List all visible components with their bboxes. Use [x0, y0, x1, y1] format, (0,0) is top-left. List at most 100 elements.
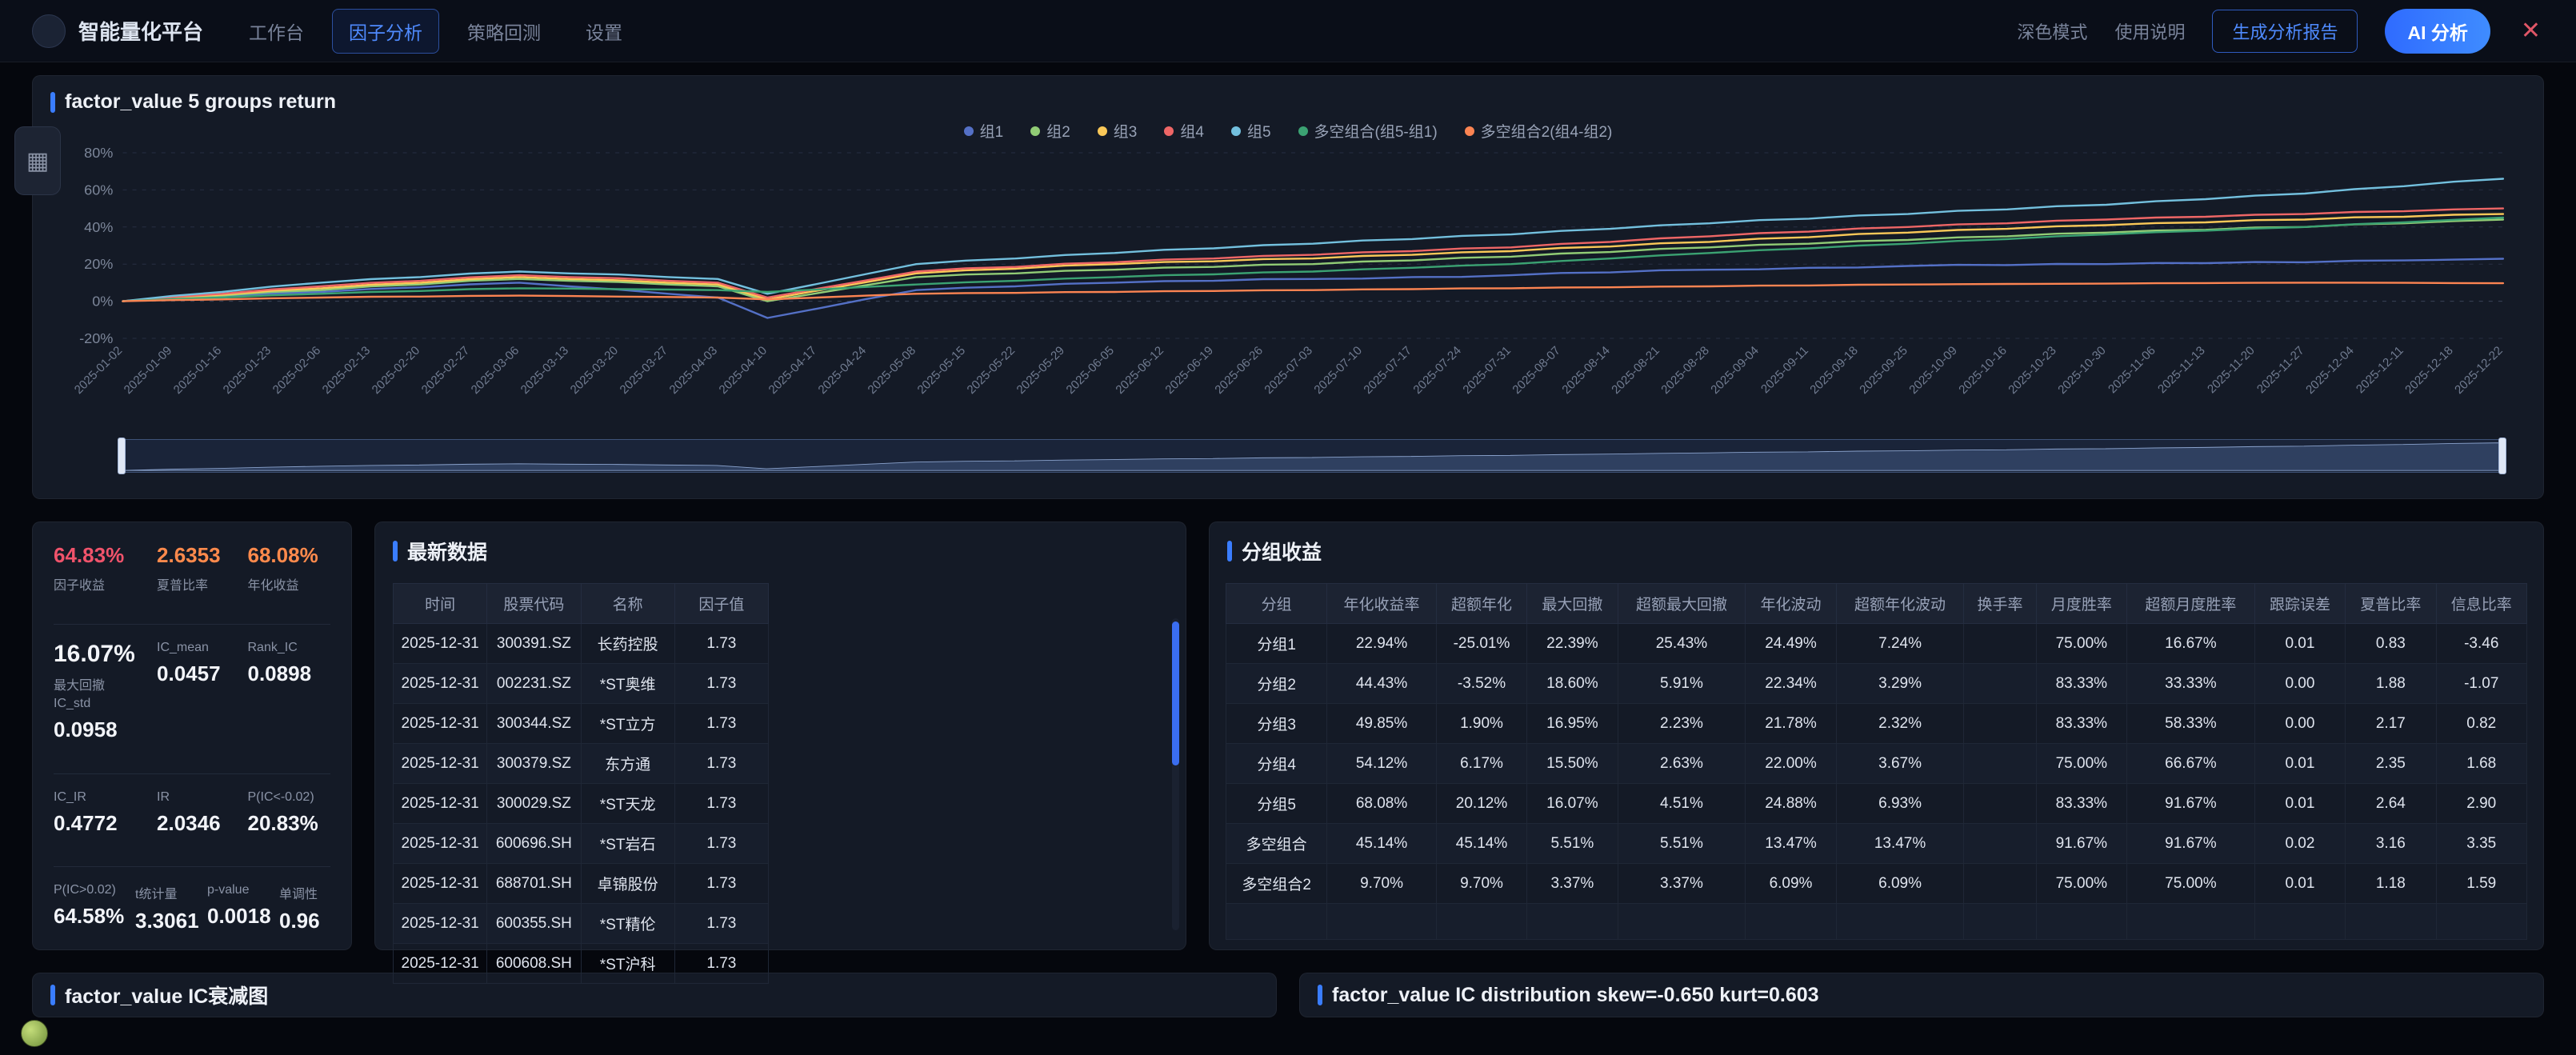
nav-item[interactable]: 因子分析: [332, 8, 440, 54]
svg-text:2025-01-09: 2025-01-09: [122, 344, 175, 397]
table-row[interactable]: 多空组合 45.14% 45.14% 5.51% 5.51% 13.47% 13.47% 91…: [1225, 823, 2528, 864]
nav-item[interactable]: 工作台: [249, 22, 305, 43]
table-row[interactable]: 2025-12-31 600608.SH *ST沪科 1.73: [392, 943, 770, 984]
table-cell: 16.95%: [1526, 703, 1618, 744]
ic-decay-card[interactable]: factor_value IC衰减图: [32, 973, 1277, 1017]
table-row[interactable]: 分组3 49.85% 1.90% 16.95% 2.23% 21.78% 2.32% 83.3…: [1225, 703, 2528, 744]
table-row[interactable]: 2025-12-31 600696.SH *ST岩石 1.73: [392, 823, 770, 864]
table-cell: 4.51%: [1617, 783, 1746, 824]
table-cell: 3.35: [2435, 823, 2528, 864]
column-header: 最大回撤: [1526, 583, 1618, 624]
app-logo: [32, 14, 66, 48]
table-cell: 3.29%: [1835, 663, 1965, 704]
ic-distribution-card[interactable]: factor_value IC distribution skew=-0.650…: [1299, 973, 2544, 1017]
main-content: factor_value 5 groups return 组1 组2 组3 组4 组5 多…: [0, 62, 2576, 1017]
nav-link[interactable]: 使用说明: [2114, 22, 2186, 42]
table-row[interactable]: 2025-12-31 688701.SH 卓锦股份 1.73: [392, 863, 770, 904]
datazoom-right-handle[interactable]: [2498, 438, 2506, 474]
table-cell: 5.91%: [1617, 663, 1746, 704]
metric-value: 20.83%: [247, 810, 318, 835]
table-cell: 0.00: [2254, 703, 2346, 744]
table-cell: 7.24%: [1835, 623, 1965, 664]
table-cell: *ST立方: [580, 703, 675, 744]
table-row[interactable]: 2025-12-31 300391.SZ 长药控股 1.73: [392, 623, 770, 664]
table-row[interactable]: 分组4 54.12% 6.17% 15.50% 2.63% 22.00% 3.67% 75.0…: [1225, 743, 2528, 784]
metric-label: Rank_IC: [247, 641, 298, 655]
table-cell: 25.43%: [1617, 623, 1746, 664]
sidebar-toggle-button[interactable]: ▦: [14, 126, 61, 195]
card-accent-bar: [50, 91, 55, 113]
table-row[interactable]: 2025-12-31 300344.SZ *ST立方 1.73: [392, 703, 770, 744]
table-cell: 24.88%: [1745, 783, 1837, 824]
table-cell: 1.73: [674, 863, 770, 904]
datazoom-left-handle[interactable]: [118, 438, 126, 474]
nav-item[interactable]: 设置: [586, 22, 623, 43]
table-cell: 分组3: [1225, 703, 1328, 744]
metric-label: P(IC<-0.02): [247, 789, 314, 804]
table-cell: 0.01: [2254, 623, 2346, 664]
table-cell: 6.17%: [1435, 743, 1528, 784]
legend-item[interactable]: 组1: [963, 120, 1003, 142]
svg-text:2025-09-11: 2025-09-11: [1758, 344, 1811, 396]
chart-datazoom-slider[interactable]: [118, 438, 2506, 474]
metric-value: 0.96: [279, 908, 320, 933]
table-row[interactable]: 分组1 22.94% -25.01% 22.39% 25.43% 24.49% 7.24% 7…: [1225, 623, 2528, 664]
svg-text:2025-06-26: 2025-06-26: [1212, 344, 1266, 397]
table-cell: 2025-12-31: [392, 863, 488, 904]
legend-item[interactable]: 组3: [1097, 120, 1137, 142]
generate-report-button[interactable]: 生成分析报告: [2212, 9, 2358, 53]
ic-decay-title: factor_value IC衰减图: [65, 985, 269, 1008]
svg-text:2025-02-06: 2025-02-06: [270, 344, 324, 397]
table-row[interactable]: 分组2 44.43% -3.52% 18.60% 5.91% 22.34% 3.29% 83.…: [1225, 663, 2528, 704]
svg-text:2025-11-20: 2025-11-20: [2205, 344, 2258, 396]
table-row[interactable]: 2025-12-31 300029.SZ *ST天龙 1.73: [392, 783, 770, 824]
table-cell: *ST岩石: [580, 823, 675, 864]
svg-text:2025-09-25: 2025-09-25: [1857, 344, 1910, 397]
table-cell: 2.35: [2345, 743, 2437, 784]
legend-item[interactable]: 多空组合(组5-组1): [1298, 120, 1438, 142]
ic-distribution-title: factor_value IC distribution skew=-0.650…: [1332, 983, 1819, 1006]
table-cell: 300029.SZ: [486, 783, 582, 824]
table-cell: 1.18: [2345, 863, 2437, 904]
table-row[interactable]: 2025-12-31 002231.SZ *ST奥维 1.73: [392, 663, 770, 704]
nav-item[interactable]: 策略回测: [467, 22, 542, 43]
legend-item[interactable]: 多空组合2(组4-组2): [1464, 120, 1612, 142]
legend-item[interactable]: 组2: [1030, 120, 1070, 142]
metric-stat: 64.83% 因子收益: [54, 543, 149, 593]
table-cell: 1.73: [674, 903, 770, 944]
table-cell: 002231.SZ: [486, 663, 582, 704]
table-row[interactable]: 2025-12-31 300379.SZ 东方通 1.73: [392, 743, 770, 784]
table-cell: *ST沪科: [580, 943, 675, 984]
svg-text:2025-03-27: 2025-03-27: [618, 344, 671, 397]
table-row[interactable]: 多空组合2 9.70% 9.70% 3.37% 3.37% 6.09% 6.09% 75.00…: [1225, 863, 2528, 904]
legend-dot-icon: [1030, 126, 1041, 136]
metrics-row-stats: P(IC>0.02) 64.58% t统计量 3.3061 p-value 0.0018 单…: [54, 865, 330, 933]
legend-item[interactable]: 组5: [1230, 120, 1271, 142]
metric-label: 最大回撤: [54, 679, 106, 693]
svg-text:2025-05-15: 2025-05-15: [915, 344, 969, 397]
table-cell: 卓锦股份: [580, 863, 675, 904]
table-cell: 2025-12-31: [392, 703, 488, 744]
legend-dot-icon: [1464, 126, 1474, 136]
ai-analyze-button[interactable]: AI 分析: [2385, 8, 2490, 54]
metric-stat: P(IC<-0.02) 20.83%: [248, 790, 330, 836]
table-row[interactable]: 分组5 68.08% 20.12% 16.07% 4.51% 24.88% 6.93% 83.…: [1225, 783, 2528, 824]
groups-return-chart: -20%0%20%40%60%80%2025-01-022025-01-0920…: [72, 145, 2506, 397]
close-icon[interactable]: ✕: [2520, 17, 2541, 44]
svg-text:2025-04-17: 2025-04-17: [766, 344, 820, 397]
svg-text:2025-04-03: 2025-04-03: [667, 344, 721, 397]
nav-link[interactable]: 深色模式: [2017, 22, 2088, 42]
metric-label: 因子收益: [54, 579, 106, 593]
legend-label: 多空组合(组5-组1): [1314, 124, 1438, 141]
table-cell: 1.73: [674, 743, 770, 784]
legend-item[interactable]: 组4: [1164, 120, 1204, 142]
table-cell: 45.14%: [1435, 823, 1528, 864]
column-header: 因子值: [674, 583, 770, 624]
table-cell: 5.51%: [1617, 823, 1746, 864]
assistant-avatar[interactable]: [21, 1020, 48, 1047]
svg-text:60%: 60%: [84, 182, 113, 198]
table-scrollbar-thumb[interactable]: [1172, 621, 1179, 765]
metric-label: 年化收益: [247, 579, 299, 593]
table-cell: 91.67%: [2035, 823, 2128, 864]
table-row[interactable]: 2025-12-31 600355.SH *ST精伦 1.73: [392, 903, 770, 944]
